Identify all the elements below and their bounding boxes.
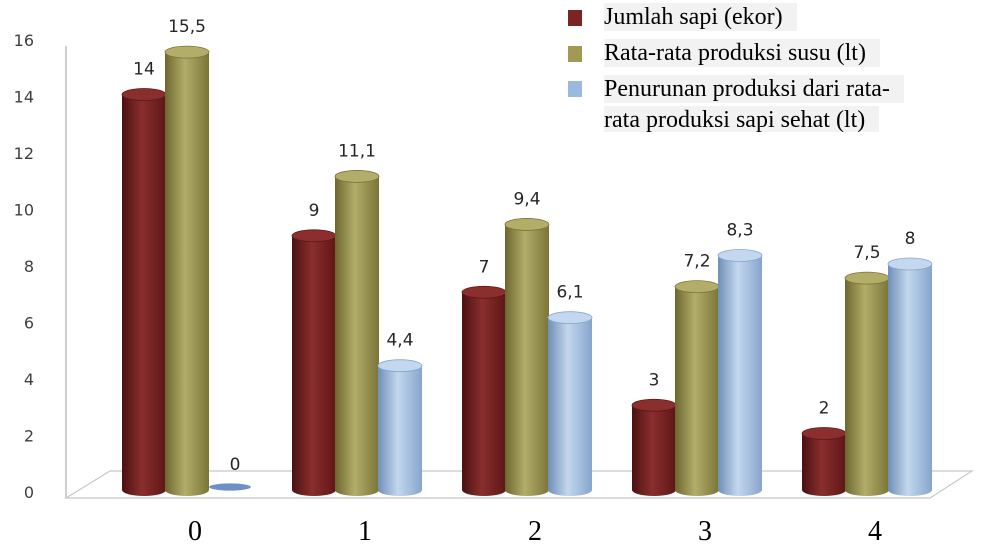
bar bbox=[334, 170, 380, 497]
bar-body bbox=[378, 365, 422, 496]
y-tick-label: 10 bbox=[14, 201, 34, 220]
bar-top bbox=[377, 359, 423, 373]
data-label: 11,1 bbox=[338, 141, 376, 161]
y-tick-label: 2 bbox=[24, 427, 34, 446]
bar-body bbox=[122, 94, 166, 496]
bar-top bbox=[631, 398, 677, 412]
legend-swatch-penurunan-produksi bbox=[568, 81, 582, 97]
bar bbox=[547, 311, 593, 496]
bar-top bbox=[887, 257, 933, 271]
bar-top bbox=[504, 218, 550, 231]
data-label: 8,3 bbox=[726, 221, 753, 241]
data-label: 14 bbox=[133, 60, 155, 80]
bar-top bbox=[334, 170, 380, 183]
bar bbox=[801, 427, 847, 496]
y-tick-label: 0 bbox=[24, 483, 34, 502]
data-label: 9 bbox=[309, 201, 320, 221]
legend-label-penurunan-line-2: rata produksi sapi sehat (lt) bbox=[604, 106, 880, 132]
bar-top bbox=[844, 271, 890, 285]
data-label: 4,4 bbox=[386, 331, 413, 351]
bar-body bbox=[845, 278, 889, 496]
legend-label-penurunan-line-1: Penurunan produksi dari rata- bbox=[604, 75, 904, 103]
bar-body bbox=[802, 433, 846, 496]
bar bbox=[209, 483, 251, 491]
bar-body bbox=[632, 405, 676, 496]
bar bbox=[504, 218, 550, 496]
bar-top bbox=[164, 45, 210, 59]
y-tick-label: 6 bbox=[24, 314, 34, 333]
data-label: 6,1 bbox=[556, 283, 583, 303]
data-label: 15,5 bbox=[168, 17, 206, 37]
bar bbox=[887, 257, 933, 496]
bar-top bbox=[461, 285, 507, 299]
bar-body bbox=[548, 317, 592, 496]
bar bbox=[717, 249, 763, 496]
bar bbox=[121, 88, 167, 496]
bar bbox=[164, 45, 210, 496]
y-tick-label: 4 bbox=[24, 370, 34, 389]
x-tick-label: 1 bbox=[358, 516, 372, 545]
bar-body bbox=[718, 255, 762, 496]
bar-top bbox=[547, 311, 593, 325]
y-tick-label: 14 bbox=[14, 88, 34, 107]
data-label: 7,2 bbox=[683, 252, 710, 272]
bar bbox=[674, 280, 720, 496]
bar-top bbox=[674, 280, 720, 294]
bar-top bbox=[717, 249, 763, 262]
legend-swatch-jumlah-sapi bbox=[568, 10, 582, 26]
bar-top bbox=[801, 427, 847, 440]
data-label: 9,4 bbox=[513, 189, 540, 209]
y-tick-label: 16 bbox=[14, 31, 34, 50]
bar-body bbox=[675, 286, 719, 496]
bar bbox=[377, 359, 423, 496]
bar-body bbox=[335, 176, 379, 497]
legend-swatch-rata-rata-produksi bbox=[568, 46, 582, 62]
bar-top bbox=[121, 88, 167, 101]
legend-label-rata-rata-produksi: Rata-rata produksi susu (lt) bbox=[604, 39, 880, 67]
bar bbox=[461, 285, 507, 496]
data-label: 8 bbox=[905, 229, 916, 249]
bar bbox=[844, 271, 890, 496]
data-label: 0 bbox=[230, 455, 241, 475]
x-tick-label: 2 bbox=[528, 516, 542, 545]
x-tick-label: 3 bbox=[698, 516, 712, 545]
bar-body bbox=[462, 292, 506, 496]
bar bbox=[291, 229, 337, 496]
x-tick-label: 0 bbox=[188, 516, 202, 545]
data-label: 7 bbox=[479, 257, 490, 277]
data-label: 3 bbox=[649, 370, 660, 390]
bar-body bbox=[888, 264, 932, 496]
x-tick-label: 4 bbox=[868, 516, 882, 545]
bar-top bbox=[209, 483, 251, 491]
bar bbox=[631, 398, 677, 496]
bar-body bbox=[165, 52, 209, 496]
data-label: 2 bbox=[819, 399, 830, 419]
y-tick-label: 12 bbox=[14, 144, 34, 163]
y-tick-label: 8 bbox=[24, 257, 34, 276]
bar-body bbox=[505, 224, 549, 496]
bar-top bbox=[291, 229, 337, 243]
data-label: 7,5 bbox=[853, 243, 880, 263]
legend-label-jumlah-sapi: Jumlah sapi (ekor) bbox=[604, 3, 797, 31]
bar-body bbox=[292, 235, 336, 496]
